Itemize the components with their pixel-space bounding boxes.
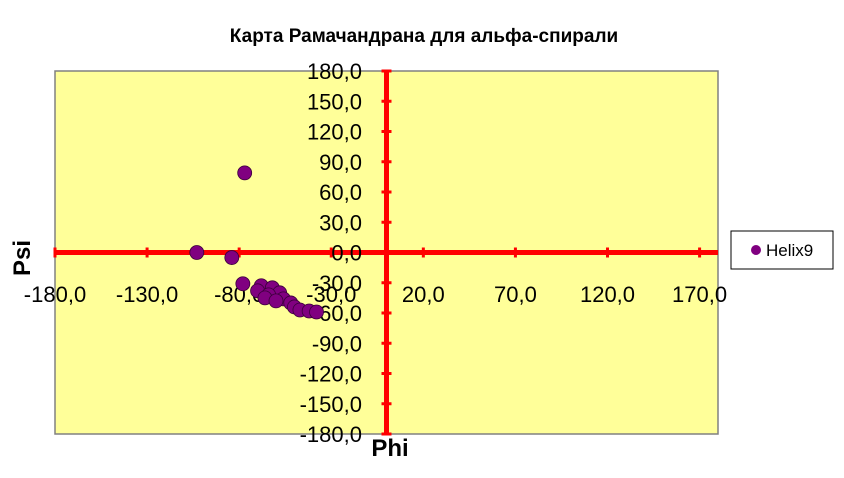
chart-title: Карта Рамачандрана для альфа-спирали: [230, 26, 618, 47]
x-tick-label: 20,0: [402, 282, 445, 307]
y-tick-label: 120,0: [307, 120, 362, 145]
y-tick-label: 0,0: [331, 241, 362, 266]
y-tick-label: -180,0: [300, 422, 362, 447]
data-point: [268, 293, 284, 309]
x-tick-label: 170,0: [672, 282, 727, 307]
y-tick-label: 30,0: [319, 210, 362, 235]
data-point: [235, 276, 251, 292]
y-tick-label: 180,0: [307, 59, 362, 84]
y-axis-title: Psi: [9, 240, 36, 276]
y-tick-label: 150,0: [307, 89, 362, 114]
data-point: [224, 250, 240, 265]
x-tick-label: 120,0: [580, 282, 635, 307]
legend: Helix9: [730, 230, 834, 270]
y-tick-label: -120,0: [300, 362, 362, 387]
data-point: [237, 165, 253, 181]
x-tick-label: -130,0: [116, 282, 178, 307]
x-tick-label: 70,0: [494, 282, 537, 307]
y-tick-label: -30,0: [312, 271, 362, 296]
data-point: [309, 304, 324, 320]
x-tick-label: -180,0: [24, 282, 86, 307]
y-tick-label: -90,0: [312, 331, 362, 356]
data-point: [189, 245, 205, 260]
y-tick-label: 60,0: [319, 180, 362, 205]
y-tick-label: -150,0: [300, 392, 362, 417]
legend-marker: [751, 245, 761, 255]
x-tick-label: -30,0: [306, 282, 356, 307]
y-tick-label: 90,0: [319, 150, 362, 175]
legend-box: [730, 230, 834, 270]
legend-label: Helix9: [766, 241, 813, 260]
x-axis-title: Phi: [371, 435, 408, 462]
